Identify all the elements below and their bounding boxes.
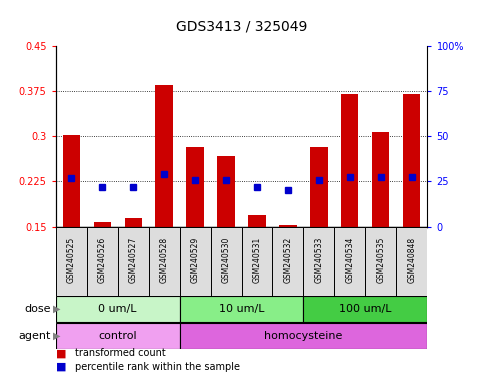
Text: agent: agent — [18, 331, 51, 341]
Bar — [125, 217, 142, 227]
Bar — [180, 296, 303, 322]
Text: ▶: ▶ — [53, 331, 61, 341]
Bar — [211, 227, 242, 296]
Bar — [56, 296, 180, 322]
Text: ▶: ▶ — [53, 304, 61, 314]
Bar — [94, 222, 111, 227]
Text: GSM240532: GSM240532 — [284, 237, 293, 283]
Bar — [341, 94, 358, 227]
Text: GSM240534: GSM240534 — [345, 237, 355, 283]
Bar — [397, 227, 427, 296]
Bar — [180, 323, 427, 349]
Bar — [180, 227, 211, 296]
Text: GSM240527: GSM240527 — [128, 237, 138, 283]
Text: GSM240848: GSM240848 — [408, 237, 416, 283]
Bar — [56, 323, 180, 349]
Bar — [62, 135, 80, 227]
Text: control: control — [98, 331, 137, 341]
Bar — [280, 225, 297, 227]
Text: homocysteine: homocysteine — [264, 331, 342, 341]
Bar — [149, 227, 180, 296]
Bar — [403, 94, 421, 227]
Bar — [311, 147, 327, 227]
Bar — [217, 156, 235, 227]
Text: GSM240531: GSM240531 — [253, 237, 261, 283]
Text: GSM240526: GSM240526 — [98, 237, 107, 283]
Text: ■: ■ — [56, 362, 66, 372]
Bar — [272, 227, 303, 296]
Text: percentile rank within the sample: percentile rank within the sample — [75, 362, 240, 372]
Text: 0 um/L: 0 um/L — [98, 304, 137, 314]
Bar — [186, 147, 203, 227]
Bar — [86, 227, 117, 296]
Bar — [56, 227, 86, 296]
Text: ■: ■ — [56, 348, 66, 358]
Bar — [156, 85, 172, 227]
Text: transformed count: transformed count — [75, 348, 166, 358]
Bar — [372, 131, 389, 227]
Text: GSM240533: GSM240533 — [314, 237, 324, 283]
Text: GSM240525: GSM240525 — [67, 237, 75, 283]
Text: 10 um/L: 10 um/L — [219, 304, 264, 314]
Bar — [366, 227, 397, 296]
Bar — [242, 227, 272, 296]
Bar — [303, 296, 427, 322]
Text: GSM240535: GSM240535 — [376, 237, 385, 283]
Text: 100 um/L: 100 um/L — [339, 304, 392, 314]
Bar — [248, 215, 266, 227]
Bar — [334, 227, 366, 296]
Text: dose: dose — [24, 304, 51, 314]
Text: GDS3413 / 325049: GDS3413 / 325049 — [176, 19, 307, 33]
Text: GSM240530: GSM240530 — [222, 237, 230, 283]
Bar — [117, 227, 149, 296]
Text: GSM240529: GSM240529 — [190, 237, 199, 283]
Bar — [303, 227, 334, 296]
Text: GSM240528: GSM240528 — [159, 237, 169, 283]
